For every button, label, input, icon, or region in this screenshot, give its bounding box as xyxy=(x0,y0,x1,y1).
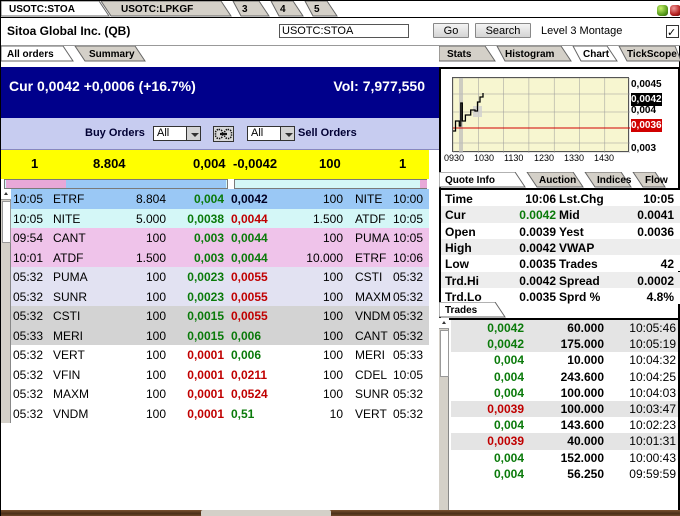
svg-text:4: 4 xyxy=(280,4,286,15)
svg-text:USOTC:STOA: USOTC:STOA xyxy=(9,4,75,15)
svg-text:Auction: Auction xyxy=(539,175,576,186)
svg-text:Flow: Flow xyxy=(645,175,668,186)
svg-text:Histogram: Histogram xyxy=(505,49,555,60)
svg-text:Quote Info: Quote Info xyxy=(445,175,495,186)
svg-text:5: 5 xyxy=(314,4,320,15)
svg-text:Trades: Trades xyxy=(445,305,478,316)
svg-text:3: 3 xyxy=(242,4,248,15)
svg-text:USOTC:LPKGF: USOTC:LPKGF xyxy=(121,4,193,15)
svg-text:Summary: Summary xyxy=(89,49,135,60)
svg-text:TickScope: TickScope xyxy=(627,49,677,60)
svg-text:All orders: All orders xyxy=(7,49,54,60)
svg-text:Chart: Chart xyxy=(583,49,610,60)
svg-text:Indices: Indices xyxy=(597,175,632,186)
svg-text:Stats: Stats xyxy=(447,49,472,60)
